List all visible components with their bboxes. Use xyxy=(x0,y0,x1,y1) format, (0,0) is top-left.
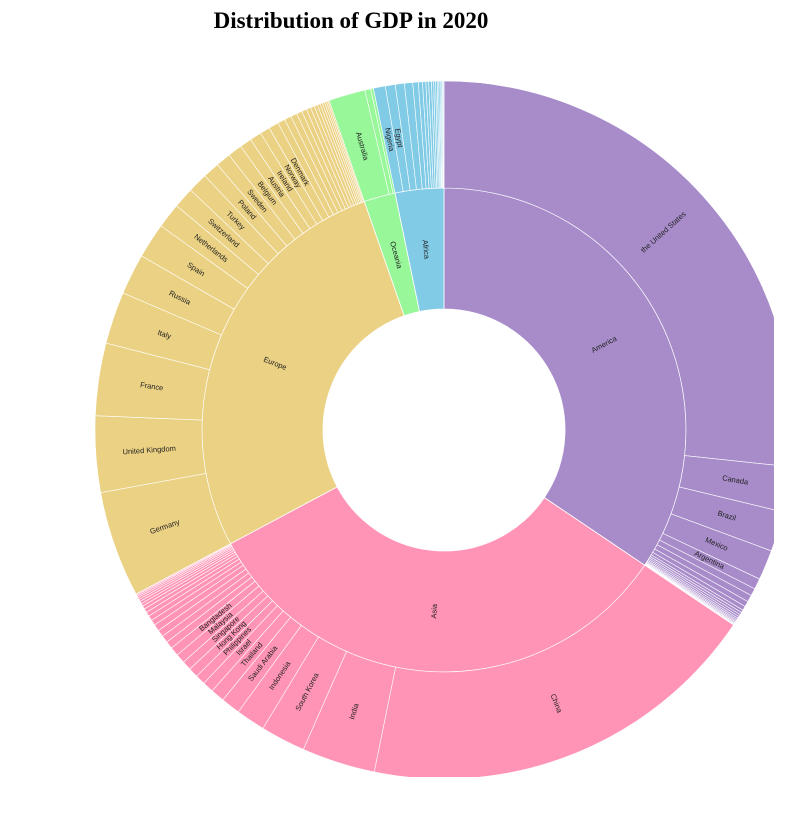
country-china-segment[interactable] xyxy=(373,564,734,779)
region-africa-label: Africa xyxy=(421,239,432,260)
region-asia-label: Asia xyxy=(429,603,439,619)
chart-title: Distribution of GDP in 2020 xyxy=(213,8,489,33)
country-united-kingdom-label: United Kingdom xyxy=(122,444,176,457)
country-italy-label: Italy xyxy=(156,328,172,341)
region-africa-country-17-segment[interactable] xyxy=(442,80,445,189)
country-the-united-states-segment[interactable] xyxy=(443,80,793,467)
country-france-label: France xyxy=(140,380,164,392)
country-egypt-label: Egypt xyxy=(393,128,405,149)
